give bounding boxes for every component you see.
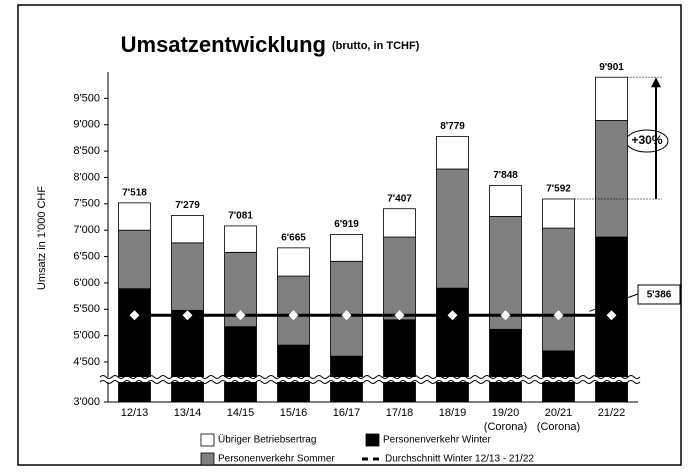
bar-segment [118, 288, 151, 403]
bar-segment [277, 344, 310, 403]
total-label: 7'279 [175, 200, 200, 211]
y-axis-label: Umsatz in 1'000 CHF [36, 186, 48, 290]
bar-segment [542, 350, 575, 403]
total-label: 7'081 [228, 211, 253, 222]
legend-swatch [200, 452, 215, 466]
axis-break-band [100, 377, 638, 382]
subtitle: (brutto, in TCHF) [332, 40, 420, 52]
bar-segment [436, 287, 469, 403]
bar-segment [383, 208, 416, 238]
y-tick-label: 7'500 [73, 198, 100, 210]
total-label: 8'779 [440, 121, 465, 132]
bar-segment [330, 234, 363, 262]
bar-segment [595, 76, 628, 121]
bar-segment [171, 309, 204, 403]
bar-segment [542, 198, 575, 229]
average-marker [235, 310, 246, 321]
x-tick-label: 21/22 [598, 407, 626, 419]
bar-segment [383, 319, 416, 403]
total-label: 9'901 [599, 62, 624, 73]
average-marker [553, 310, 564, 321]
bar-segment [171, 215, 204, 244]
bar-segment [436, 168, 469, 289]
x-tick-label: 16/17 [333, 407, 361, 419]
growth-arrowhead [651, 77, 661, 88]
average-marker [182, 310, 193, 321]
x-tick-sublabel: (Corona) [484, 421, 527, 433]
y-tick-label: 5'500 [73, 303, 100, 315]
average-marker [394, 310, 405, 321]
bar-segment [171, 242, 204, 311]
y-tick-label: 6'000 [73, 277, 100, 289]
y-tick-label: 4'500 [73, 356, 100, 368]
bar-segment [383, 236, 416, 321]
x-tick-label: 14/15 [227, 407, 255, 419]
y-tick-label: 9'000 [73, 119, 100, 131]
average-label-box [637, 284, 681, 305]
bar-segment [118, 229, 151, 290]
legend-label: Übriger Betriebsertrag [218, 434, 316, 446]
average-marker [500, 310, 511, 321]
bar-segment [436, 135, 469, 170]
bar-segment [224, 225, 257, 253]
average-marker [606, 310, 617, 321]
title: Umsatzentwicklung [121, 32, 326, 57]
x-tick-label: 13/14 [174, 407, 202, 419]
total-label: 7'592 [546, 184, 571, 195]
bar-segment [277, 247, 310, 277]
bar-segment [277, 275, 310, 346]
x-tick-label: 15/16 [280, 407, 308, 419]
legend-label: Durchschnitt Winter 12/13 - 21/22 [385, 454, 534, 465]
growth-label: +30% [631, 133, 662, 147]
bar-segment [595, 120, 628, 238]
average-marker [341, 310, 352, 321]
average-leader [589, 293, 639, 312]
total-label: 6'919 [334, 219, 359, 230]
total-label: 7'848 [493, 170, 518, 181]
x-tick-label: 18/19 [439, 407, 467, 419]
bar-segment [489, 328, 522, 403]
chart-title: Umsatzentwicklung (brutto, in TCHF) [121, 32, 420, 57]
total-label: 7'407 [387, 193, 412, 204]
x-tick-label: 20/21 [545, 407, 573, 419]
bar-segment [224, 326, 257, 403]
total-label: 7'518 [122, 188, 147, 199]
bar-segment [489, 185, 522, 217]
y-tick-label: 9'500 [73, 92, 100, 104]
average-label: 5'386 [647, 290, 672, 301]
bar-segment [118, 202, 151, 231]
x-tick-label: 12/13 [121, 407, 149, 419]
axis-break [99, 375, 641, 379]
y-tick-label: 8'000 [73, 171, 100, 183]
x-tick-sublabel: (Corona) [537, 421, 580, 433]
y-tick-label: 7'000 [73, 224, 100, 236]
y-tick-label: 8'500 [73, 145, 100, 157]
legend-label: Personenverkehr Winter [383, 435, 491, 446]
axis-break [99, 380, 641, 384]
y-tick-label: 5'000 [73, 330, 100, 342]
y-tick-label: 3'000 [73, 396, 100, 408]
legend-swatch [200, 433, 215, 447]
legend-label: Personenverkehr Sommer [218, 454, 335, 465]
total-label: 6'665 [281, 232, 306, 243]
x-tick-label: 19/20 [492, 407, 520, 419]
x-tick-label: 17/18 [386, 407, 414, 419]
bar-segment [330, 260, 363, 357]
y-tick-label: 6'500 [73, 250, 100, 262]
average-marker [447, 310, 458, 321]
average-marker [129, 310, 140, 321]
bar-segment [542, 227, 575, 352]
average-marker [288, 310, 299, 321]
legend-swatch [365, 433, 380, 447]
